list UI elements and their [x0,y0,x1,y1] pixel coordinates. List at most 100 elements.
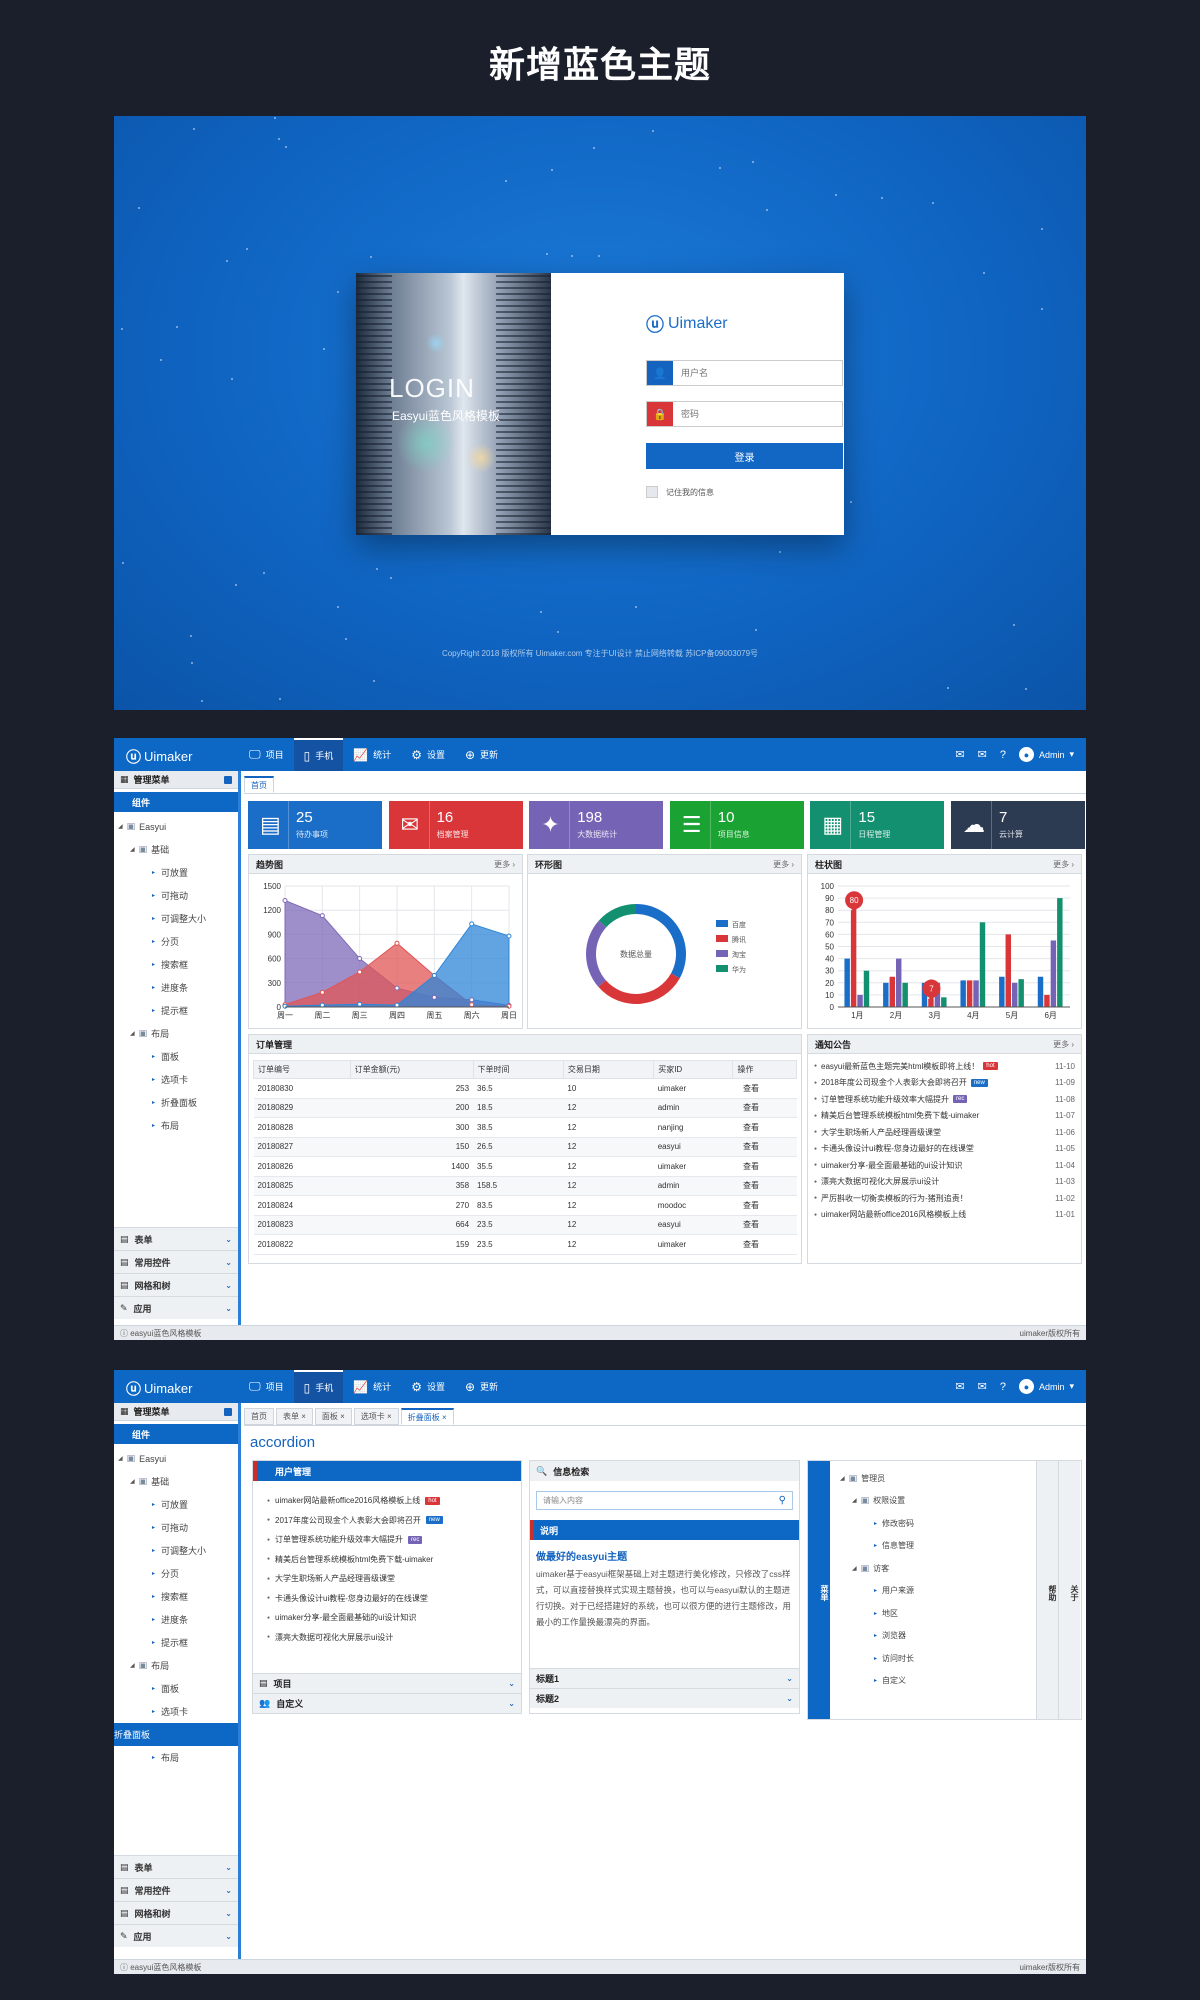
list-item[interactable]: ● 大学生职场新人产品经理晋级课堂 [267,1569,507,1589]
view-link[interactable]: 查看 [732,1078,797,1099]
tree-item[interactable]: ▸ 可拖动 [118,884,238,907]
sidebar-group-grid[interactable]: ▤ 网格和树 ⌄ [114,1273,238,1296]
stat-card[interactable]: ▤ 25 待办事项 [248,801,382,849]
view-link[interactable]: 查看 [732,1117,797,1138]
stat-card[interactable]: ▦ 15 日程管理 [810,801,945,849]
admin-menu[interactable]: ● Admin ▾ [1018,1379,1074,1394]
tab-home[interactable]: 首页 [244,776,274,793]
help-icon[interactable]: ? [999,1380,1006,1393]
tree-item[interactable]: ▸ 分页 [118,930,238,953]
view-link[interactable]: 查看 [732,1195,797,1216]
tree-basic[interactable]: ◢ ▣ 基础 [118,1470,238,1493]
tree-item[interactable]: ▸ 搜索框 [118,953,238,976]
tree-item[interactable]: ▸ 浏览器 [834,1625,1029,1648]
accordion-header-project[interactable]: ▤ 项目 ⌄ [253,1673,521,1693]
tree-admin[interactable]: ◢ ▣ 管理员 [834,1467,1029,1490]
nav-stats[interactable]: 📈 统计 [343,1370,401,1403]
notice-item[interactable]: ● 精美后台管理系统模板html免费下载-uimaker 11-07 [814,1108,1075,1125]
tree-item[interactable]: ▸ 选项卡 [118,1068,238,1091]
close-icon[interactable]: × [387,1412,392,1421]
view-link[interactable]: 查看 [732,1234,797,1255]
notice-item[interactable]: ● 2018年度公司现金个人表彰大会即将召开 new 11-09 [814,1075,1075,1092]
nav-settings[interactable]: ⚙ 设置 [401,1370,455,1403]
tree-basic[interactable]: ◢ ▣ 基础 [118,838,238,861]
side-tab-help[interactable]: 帮助 [1036,1461,1058,1719]
mail-icon[interactable]: ✉ [977,749,987,761]
tree-perm[interactable]: ◢ ▣ 权限设置 [834,1490,1029,1513]
notice-item[interactable]: ● 大学生职场新人产品经理晋级课堂 11-06 [814,1124,1075,1141]
list-item[interactable]: ● uimaker分享-最全面最基础的ui设计知识 [267,1608,507,1628]
nav-mobile[interactable]: ▯ 手机 [293,1370,344,1403]
accordion-header-title1[interactable]: 标题1 ⌄ [530,1668,799,1688]
username-input[interactable] [673,361,833,385]
tab-form[interactable]: 表单 × [276,1408,313,1425]
notice-item[interactable]: ● 订单管理系统功能升级效率大幅提升 rec 11-08 [814,1091,1075,1108]
nav-stats[interactable]: 📈 统计 [343,738,401,771]
tree-item[interactable]: ▸ 布局 [118,1114,238,1137]
nav-project[interactable]: 🖵 项目 [239,738,294,771]
tree-item[interactable]: ▸ 可拖动 [118,1516,238,1539]
close-icon[interactable]: × [340,1412,345,1421]
app-logo[interactable]: ⓤ Uimaker [126,1378,192,1399]
tree-item[interactable]: ▸ 分页 [118,1562,238,1585]
view-link[interactable]: 查看 [732,1176,797,1196]
sidebar-group-form[interactable]: ▤ 表单 ⌄ [114,1855,238,1878]
login-button[interactable]: 登录 [646,443,843,469]
stat-card[interactable]: ☰ 10 项目信息 [669,801,804,849]
more-link[interactable]: 更多 › [494,859,515,869]
tree-item[interactable]: ▸ 布局 [118,1746,238,1769]
stat-card[interactable]: ☁ 7 云计算 [951,801,1085,849]
more-link[interactable]: 更多 › [773,859,794,869]
accordion-header-title2[interactable]: 标题2 ⌄ [530,1688,799,1708]
sidebar-group-app[interactable]: ✎ 应用 ⌄ [114,1924,238,1947]
accordion-header-user[interactable]: 用户管理 [253,1461,521,1481]
more-link[interactable]: 更多 › [1053,859,1074,869]
desc-header[interactable]: 说明 [530,1520,799,1540]
sidebar-group-grid[interactable]: ▤ 网格和树 ⌄ [114,1901,238,1924]
tab-accordion[interactable]: 折叠面板 × [400,1408,454,1425]
message-icon[interactable]: ✉ [955,1381,965,1393]
tree-item[interactable]: ▸ 进度条 [118,976,238,999]
tree-layout[interactable]: ◢ ▣ 布局 [118,1022,238,1045]
tree-item[interactable]: ▸ 面板 [118,1045,238,1068]
sidebar-selected[interactable]: 组件 [114,1424,238,1444]
tree-item[interactable]: ▸ 自定义 [834,1670,1029,1693]
app-logo[interactable]: ⓤ Uimaker [126,746,192,767]
list-item[interactable]: ● 订单管理系统功能升级效率大幅提升 rec [267,1530,507,1550]
tree-visitor[interactable]: ◢ ▣ 访客 [834,1557,1029,1580]
tree-item[interactable]: ▸ 访问时长 [834,1647,1029,1670]
sidebar-group-controls[interactable]: ▤ 常用控件 ⌄ [114,1878,238,1901]
sidebar-group-controls[interactable]: ▤ 常用控件 ⌄ [114,1250,238,1273]
tree-item[interactable]: ▸ 地区 [834,1602,1029,1625]
sidebar-group-app[interactable]: ✎ 应用 ⌄ [114,1296,238,1319]
tree-layout[interactable]: ◢ ▣ 布局 [118,1654,238,1677]
tree-item-selected[interactable]: 折叠面板 [114,1723,238,1746]
list-item[interactable]: ● 漂亮大数据可视化大屏展示ui设计 [267,1628,507,1648]
notice-item[interactable]: ● 严厉斟收一切衡卖模板的行为-猪刑追责！ 11-02 [814,1190,1075,1207]
tree-item[interactable]: ▸ 修改密码 [834,1512,1029,1535]
tree-item[interactable]: ▸ 用户来源 [834,1580,1029,1603]
side-tab-about[interactable]: 关于 [1058,1461,1080,1719]
tree-item[interactable]: ▸ 选项卡 [118,1700,238,1723]
search-icon[interactable]: ⚲ [778,1495,786,1506]
tree-item[interactable]: ▸ 进度条 [118,1608,238,1631]
view-link[interactable]: 查看 [732,1098,797,1118]
mail-icon[interactable]: ✉ [977,1381,987,1393]
list-item[interactable]: ● 精美后台管理系统模板html免费下载-uimaker [267,1550,507,1570]
tree-item[interactable]: ▸ 可放置 [118,861,238,884]
search-header[interactable]: 🔍 信息检索 [530,1461,799,1481]
admin-menu[interactable]: ● Admin ▾ [1018,747,1074,762]
search-box[interactable]: 请输入内容 ⚲ [536,1491,793,1510]
tree-item[interactable]: ▸ 可调整大小 [118,907,238,930]
list-item[interactable]: ● 2017年度公司现金个人表彰大会即将召开 new [267,1511,507,1531]
notice-item[interactable]: ● 卡通头像设计ui教程-您身边最好的在线课堂 11-05 [814,1141,1075,1158]
collapse-icon[interactable] [224,1407,232,1416]
password-input[interactable] [673,402,833,426]
message-icon[interactable]: ✉ [955,749,965,761]
tab-home[interactable]: 首页 [244,1408,274,1425]
tree-item[interactable]: ▸ 搜索框 [118,1585,238,1608]
close-icon[interactable]: × [301,1412,306,1421]
collapse-icon[interactable] [224,775,232,784]
tab-panel[interactable]: 面板 × [314,1408,352,1425]
tree-item[interactable]: ▸ 信息管理 [834,1535,1029,1558]
